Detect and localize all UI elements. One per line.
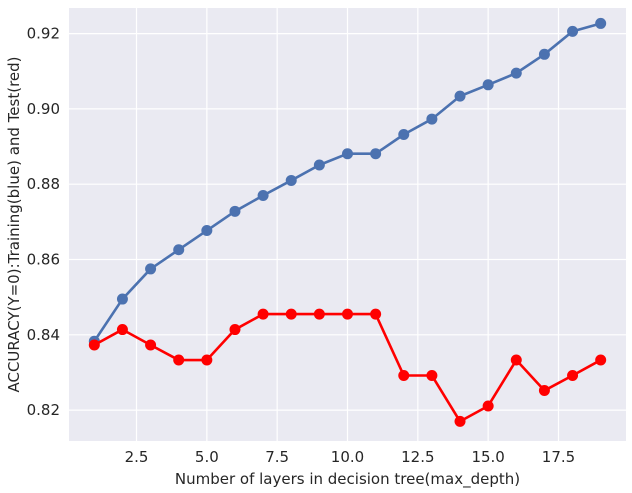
x-axis-label: Number of layers in decision tree(max_de… xyxy=(175,470,520,489)
y-axis-label: ACCURACY(Y=0):Training(blue) and Test(re… xyxy=(5,56,23,392)
y-tick-label: 0.92 xyxy=(27,25,60,43)
data-point xyxy=(145,263,157,275)
data-point xyxy=(482,79,494,91)
data-point xyxy=(229,205,241,217)
data-point xyxy=(285,308,297,320)
grid-lines xyxy=(69,8,626,441)
series-layer xyxy=(88,17,607,427)
series-1 xyxy=(88,17,607,347)
data-point xyxy=(595,17,607,29)
data-point xyxy=(567,369,579,381)
data-point xyxy=(482,400,494,412)
data-point xyxy=(116,293,128,305)
x-tick-label: 15.0 xyxy=(471,448,504,466)
data-point xyxy=(229,324,241,336)
data-point xyxy=(398,369,410,381)
y-tick-label: 0.82 xyxy=(27,401,60,419)
data-point xyxy=(398,129,410,141)
data-point xyxy=(426,369,438,381)
data-point xyxy=(454,415,466,427)
data-point xyxy=(510,67,522,79)
y-tick-label: 0.88 xyxy=(27,175,60,193)
data-point xyxy=(173,354,185,366)
data-point xyxy=(313,159,325,171)
data-point xyxy=(257,308,269,320)
y-tick-label: 0.90 xyxy=(27,100,60,118)
data-point xyxy=(370,148,382,160)
data-point xyxy=(567,25,579,37)
data-point xyxy=(201,225,213,237)
data-point xyxy=(342,308,353,320)
data-point xyxy=(313,308,325,320)
series-2 xyxy=(88,308,607,427)
data-point xyxy=(342,148,353,160)
data-point xyxy=(145,339,157,351)
data-point xyxy=(173,244,185,256)
data-point xyxy=(116,324,128,336)
x-tick-labels: 2.5 5.0 7.5 10.0 12.5 15.0 17.5 xyxy=(125,448,576,466)
data-point xyxy=(201,354,213,366)
y-tick-labels: 0.82 0.84 0.86 0.88 0.90 0.92 xyxy=(27,25,60,420)
data-point xyxy=(595,354,607,366)
x-tick-label: 10.0 xyxy=(331,448,364,466)
x-tick-label: 5.0 xyxy=(195,448,219,466)
y-tick-label: 0.86 xyxy=(27,251,60,269)
x-tick-label: 17.5 xyxy=(542,448,575,466)
data-point xyxy=(454,90,466,102)
x-tick-label: 12.5 xyxy=(401,448,434,466)
data-point xyxy=(88,339,100,351)
data-point xyxy=(538,385,550,397)
y-tick-label: 0.84 xyxy=(27,326,60,344)
data-point xyxy=(285,174,297,186)
x-tick-label: 7.5 xyxy=(265,448,289,466)
data-point xyxy=(257,190,269,202)
data-point xyxy=(510,354,522,366)
data-point xyxy=(426,113,438,125)
data-point xyxy=(370,308,382,320)
x-tick-label: 2.5 xyxy=(125,448,149,466)
data-point xyxy=(538,48,550,60)
